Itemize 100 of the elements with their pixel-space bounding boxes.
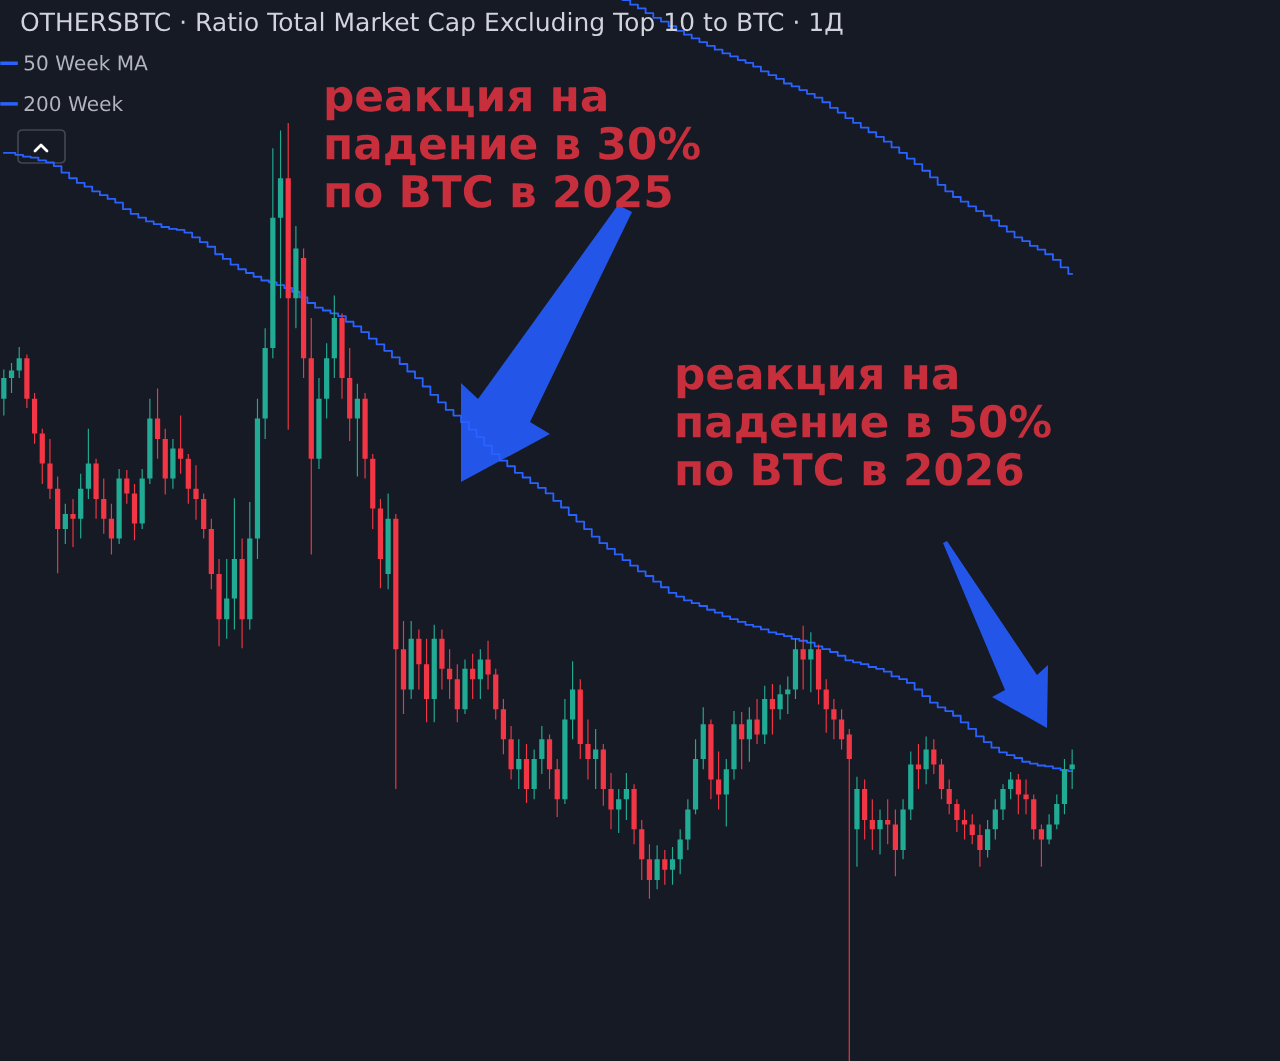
candlestick (108, 503, 115, 555)
candlestick (216, 559, 222, 647)
candlestick (262, 328, 268, 440)
candlestick (239, 538, 245, 649)
candlestick (55, 476, 61, 574)
candlestick (815, 644, 822, 705)
candlestick (754, 698, 760, 744)
candlestick (877, 809, 883, 855)
candlestick (270, 148, 276, 359)
candlestick (439, 629, 445, 690)
candlestick (616, 788, 622, 834)
candlestick (116, 469, 122, 545)
candlestick (523, 743, 530, 804)
candlestick (385, 493, 391, 590)
candlestick (708, 719, 714, 800)
candlestick (400, 621, 407, 714)
candlestick (908, 751, 914, 820)
candlestick (1000, 784, 1006, 820)
candlestick (808, 632, 814, 693)
candlestick (631, 784, 637, 845)
candlestick (70, 499, 76, 547)
candlestick (339, 313, 345, 399)
candlestick (585, 719, 591, 780)
candlestick (470, 653, 476, 699)
candlestick (1038, 824, 1045, 867)
candlestick (293, 226, 299, 329)
candlestick (331, 295, 337, 379)
chart-title: OTHERSBTC · Ratio Total Market Cap Excluding Top 10 to BTC · 1Д (21, 11, 843, 37)
candlestick (208, 518, 214, 590)
candlestick (500, 698, 507, 755)
candlestick (201, 493, 207, 539)
candlestick (193, 465, 199, 520)
legend-label: 200 Week (24, 95, 124, 112)
candlestick (985, 819, 991, 858)
candlestick (178, 415, 184, 474)
legend-label: 50 Week MA (24, 55, 148, 71)
candlestick (254, 398, 261, 560)
candlestick (416, 629, 422, 690)
candlestick (1054, 794, 1060, 830)
candlestick (1008, 772, 1014, 800)
candlestick (739, 712, 745, 770)
candlestick (508, 726, 514, 780)
candlestick (531, 749, 537, 800)
candlestick (862, 779, 868, 840)
candlestick (185, 454, 191, 504)
candlestick (78, 473, 84, 539)
candlestick (493, 668, 499, 720)
candlestick (1061, 758, 1068, 815)
candlestick (231, 498, 238, 630)
candlestick (462, 659, 468, 714)
candlestick (854, 776, 860, 867)
candlestick (447, 649, 453, 699)
candlestick (1046, 814, 1052, 845)
candlestick (838, 709, 845, 750)
candlestick (139, 469, 145, 530)
candlestick (370, 454, 376, 530)
candlestick (124, 469, 130, 504)
candlestick (85, 428, 91, 500)
candlestick (1, 369, 7, 416)
candlestick (277, 130, 284, 299)
candlestick (593, 728, 599, 789)
candlestick (1023, 779, 1029, 815)
candlestick (308, 318, 314, 555)
candlestick (685, 799, 691, 850)
candlestick (1031, 794, 1037, 840)
candlestick (931, 739, 937, 774)
candlestick (224, 559, 230, 639)
candlestick (93, 458, 99, 519)
candlestick (431, 624, 437, 723)
candlestick (147, 398, 153, 485)
candlestick (170, 439, 176, 489)
candlestick (823, 679, 829, 733)
candlestick (992, 799, 998, 840)
candlestick (777, 684, 783, 720)
candlestick (977, 824, 983, 867)
candlestick (746, 707, 752, 762)
candlestick (285, 122, 291, 430)
candlestick (562, 698, 568, 804)
candlestick (62, 503, 68, 545)
candlestick (354, 383, 360, 477)
candlestick (762, 685, 768, 744)
candlestick (677, 829, 683, 875)
candlestick (423, 638, 430, 723)
candlestick (162, 428, 168, 495)
candlestick (377, 499, 384, 589)
candlestick (516, 739, 522, 789)
candlestick (800, 625, 806, 690)
candlestick (577, 679, 583, 759)
candlestick (646, 844, 653, 899)
candlestick (639, 819, 645, 880)
candlestick (608, 773, 614, 830)
annotation: реакция на падение в 30% по BTC в 2025 (326, 86, 700, 208)
candlestick (247, 501, 253, 630)
candlestick (792, 638, 799, 699)
candlestick (347, 348, 353, 441)
candlestick (554, 758, 560, 818)
candlestick (954, 799, 960, 833)
candlestick (623, 773, 629, 820)
candlestick (408, 621, 414, 699)
candlestick (324, 343, 330, 419)
